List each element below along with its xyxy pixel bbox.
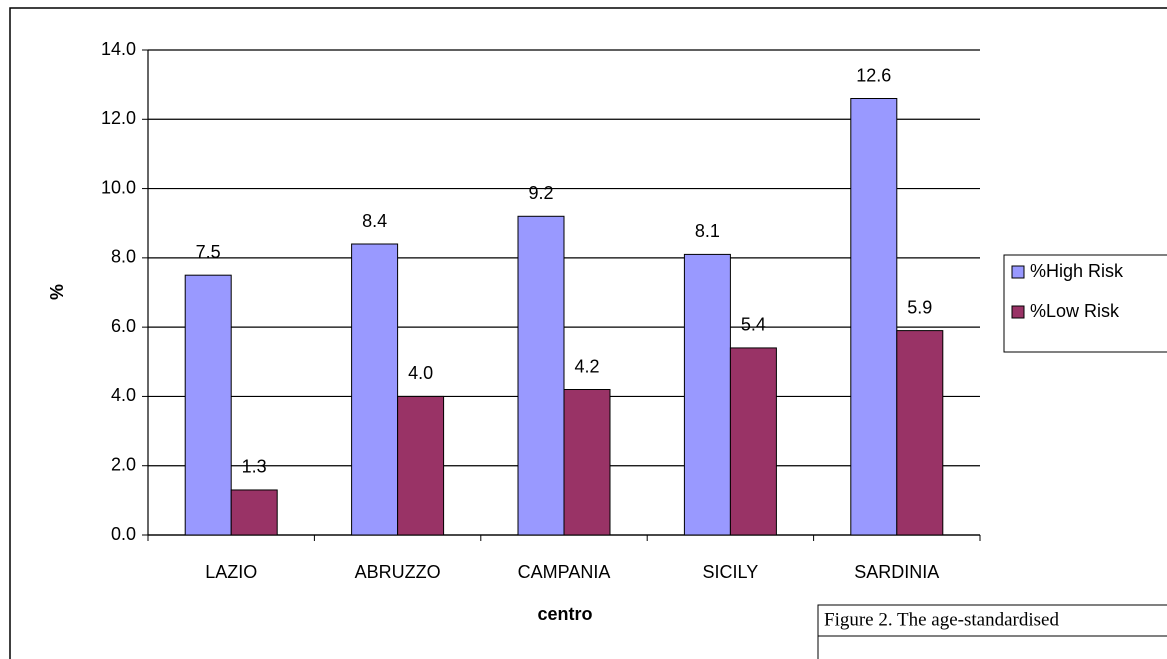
x-tick-label: ABRUZZO — [355, 562, 441, 582]
value-label: 4.0 — [408, 363, 433, 383]
y-tick-label: 10.0 — [101, 177, 136, 197]
y-tick-label: 8.0 — [111, 247, 136, 267]
value-label: 5.4 — [741, 315, 766, 335]
legend-swatch — [1011, 265, 1025, 279]
bar — [563, 389, 611, 536]
value-label: 8.1 — [695, 221, 720, 241]
value-label: 5.9 — [907, 297, 932, 317]
legend-label: %High Risk — [1030, 261, 1124, 281]
value-label: 12.6 — [856, 65, 891, 85]
bar — [517, 215, 565, 536]
bar — [184, 274, 232, 536]
x-tick-label: SARDINIA — [854, 562, 939, 582]
bar — [397, 395, 445, 536]
bar — [230, 489, 278, 536]
value-label: 1.3 — [242, 457, 267, 477]
x-tick-label: SICILY — [703, 562, 759, 582]
x-tick-label: LAZIO — [205, 562, 257, 582]
y-tick-label: 14.0 — [101, 39, 136, 59]
value-label: 9.2 — [528, 183, 553, 203]
caption-box — [817, 604, 1167, 659]
y-tick-label: 0.0 — [111, 524, 136, 544]
bar — [896, 330, 944, 536]
caption: Figure 2. The age-standardised — [824, 609, 1059, 630]
value-label: 7.5 — [196, 242, 221, 262]
bar — [683, 253, 731, 536]
bar — [729, 347, 777, 536]
bar — [850, 98, 898, 536]
value-label: 4.2 — [574, 356, 599, 376]
legend-swatch — [1011, 305, 1025, 319]
y-axis-title: % — [47, 284, 67, 300]
y-tick-label: 12.0 — [101, 108, 136, 128]
y-tick-label: 4.0 — [111, 385, 136, 405]
bar — [351, 243, 399, 536]
x-tick-label: CAMPANIA — [518, 562, 611, 582]
legend-box — [1003, 254, 1167, 353]
chart-border — [9, 7, 1167, 659]
value-label: 8.4 — [362, 211, 387, 231]
x-axis-title: centro — [537, 604, 592, 624]
legend-label: %Low Risk — [1030, 301, 1120, 321]
y-tick-label: 2.0 — [111, 454, 136, 474]
y-tick-label: 6.0 — [111, 316, 136, 336]
